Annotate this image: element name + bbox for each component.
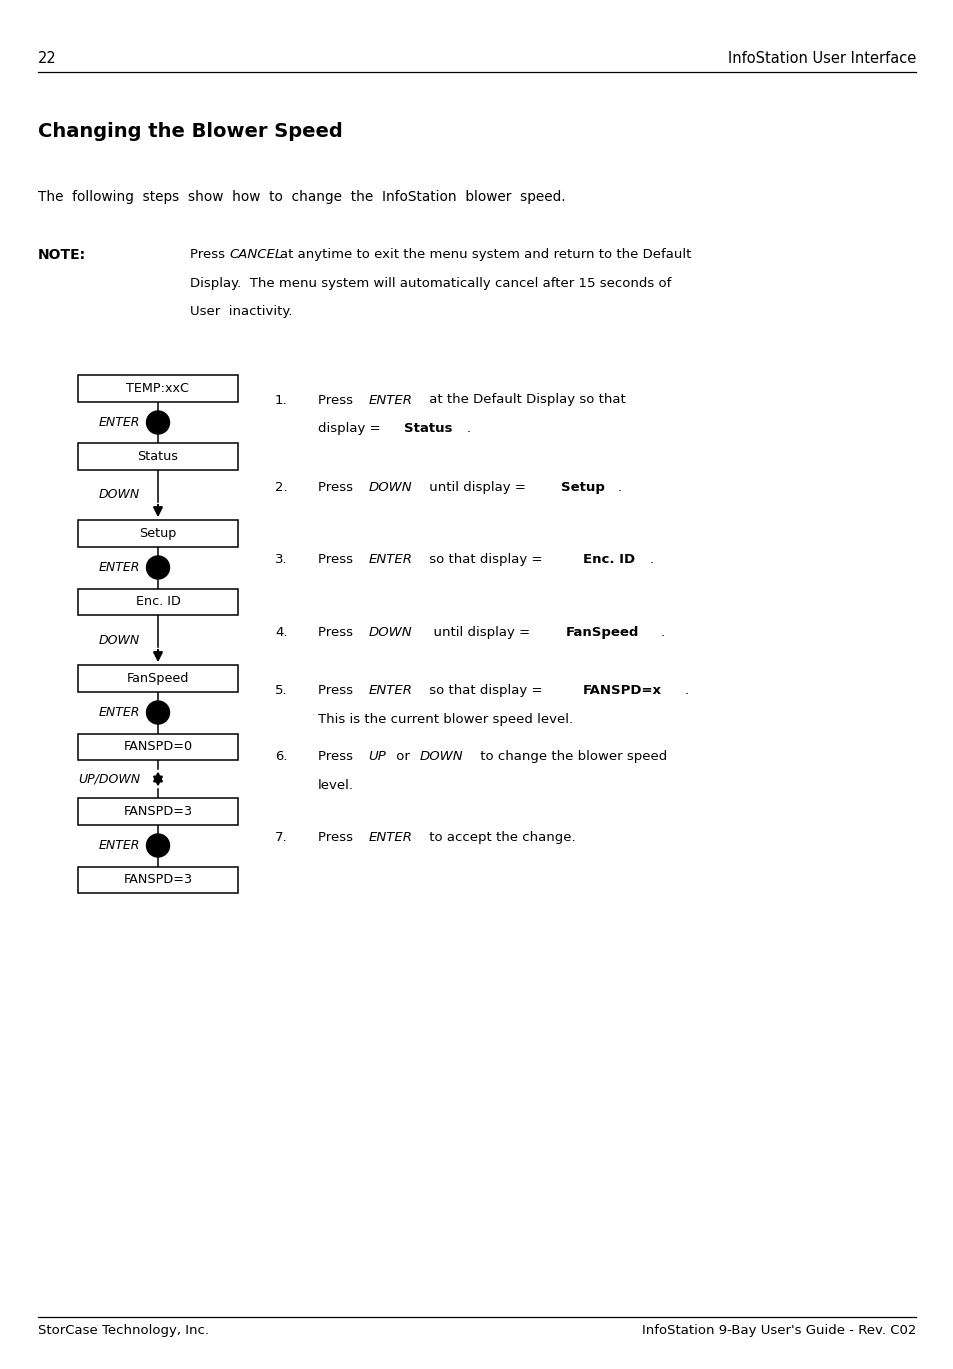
Text: 3.: 3. bbox=[274, 553, 287, 565]
Text: Press: Press bbox=[317, 553, 356, 565]
Text: FANSPD=3: FANSPD=3 bbox=[123, 805, 193, 817]
Text: ENTER: ENTER bbox=[368, 553, 413, 565]
Text: 2.: 2. bbox=[274, 481, 287, 493]
Text: so that display =: so that display = bbox=[425, 553, 547, 565]
Text: until display =: until display = bbox=[424, 626, 534, 638]
Text: FanSpeed: FanSpeed bbox=[127, 672, 189, 684]
Text: 22: 22 bbox=[38, 51, 56, 66]
Text: DOWN: DOWN bbox=[419, 750, 463, 763]
Text: to accept the change.: to accept the change. bbox=[425, 831, 576, 845]
Text: NOTE:: NOTE: bbox=[38, 248, 86, 261]
Text: display =: display = bbox=[317, 423, 384, 435]
Text: ENTER: ENTER bbox=[368, 393, 413, 407]
Text: Enc. ID: Enc. ID bbox=[135, 596, 180, 608]
Bar bbox=[78, 665, 237, 691]
Text: Press: Press bbox=[317, 393, 356, 407]
Text: CANCEL: CANCEL bbox=[230, 248, 282, 261]
Bar bbox=[78, 589, 237, 615]
Text: ENTER: ENTER bbox=[368, 831, 413, 845]
Text: InfoStation 9-Bay User's Guide - Rev. C02: InfoStation 9-Bay User's Guide - Rev. C0… bbox=[641, 1324, 915, 1338]
Text: Status: Status bbox=[404, 423, 453, 435]
Circle shape bbox=[147, 411, 170, 434]
Text: DOWN: DOWN bbox=[368, 626, 412, 638]
Text: FANSPD=x: FANSPD=x bbox=[582, 683, 660, 697]
Text: 1.: 1. bbox=[274, 393, 287, 407]
Text: at anytime to exit the menu system and return to the Default: at anytime to exit the menu system and r… bbox=[279, 248, 690, 261]
Text: DOWN: DOWN bbox=[368, 481, 412, 493]
Text: FANSPD=0: FANSPD=0 bbox=[123, 741, 193, 753]
Text: ENTER: ENTER bbox=[98, 416, 140, 428]
Text: Setup: Setup bbox=[560, 481, 604, 493]
Text: to change the blower speed: to change the blower speed bbox=[476, 750, 667, 763]
Text: UP: UP bbox=[368, 750, 386, 763]
Text: .: . bbox=[683, 683, 688, 697]
Text: ENTER: ENTER bbox=[98, 706, 140, 719]
Text: InfoStation User Interface: InfoStation User Interface bbox=[727, 51, 915, 66]
Text: User  inactivity.: User inactivity. bbox=[190, 305, 293, 318]
Bar bbox=[78, 520, 237, 546]
Text: Press: Press bbox=[317, 750, 356, 763]
Circle shape bbox=[147, 834, 170, 857]
Bar bbox=[78, 867, 237, 893]
Text: or: or bbox=[391, 750, 414, 763]
Text: .: . bbox=[649, 553, 653, 565]
Text: Press: Press bbox=[190, 248, 229, 261]
Bar bbox=[78, 375, 237, 401]
Text: FANSPD=3: FANSPD=3 bbox=[123, 873, 193, 886]
Text: Display.  The menu system will automatically cancel after 15 seconds of: Display. The menu system will automatica… bbox=[190, 277, 671, 289]
Text: Changing the Blower Speed: Changing the Blower Speed bbox=[38, 122, 342, 141]
Text: 5.: 5. bbox=[274, 683, 287, 697]
Bar bbox=[78, 798, 237, 824]
Text: 4.: 4. bbox=[274, 626, 287, 638]
Text: Press: Press bbox=[317, 831, 356, 845]
Bar bbox=[78, 734, 237, 760]
Text: ENTER: ENTER bbox=[98, 561, 140, 574]
Text: level.: level. bbox=[317, 779, 354, 793]
Circle shape bbox=[147, 701, 170, 724]
Bar bbox=[78, 444, 237, 470]
Text: .: . bbox=[660, 626, 664, 638]
Text: Enc. ID: Enc. ID bbox=[582, 553, 634, 565]
Text: StorCase Technology, Inc.: StorCase Technology, Inc. bbox=[38, 1324, 209, 1338]
Text: ENTER: ENTER bbox=[368, 683, 413, 697]
Text: 6.: 6. bbox=[274, 750, 287, 763]
Text: .: . bbox=[466, 423, 471, 435]
Text: Status: Status bbox=[137, 450, 178, 463]
Text: This is the current blower speed level.: This is the current blower speed level. bbox=[317, 712, 573, 726]
Text: The  following  steps  show  how  to  change  the  InfoStation  blower  speed.: The following steps show how to change t… bbox=[38, 190, 565, 204]
Text: TEMP:xxC: TEMP:xxC bbox=[127, 382, 190, 394]
Text: DOWN: DOWN bbox=[99, 489, 140, 501]
Text: FanSpeed: FanSpeed bbox=[565, 626, 639, 638]
Text: 7.: 7. bbox=[274, 831, 287, 845]
Text: at the Default Display so that: at the Default Display so that bbox=[425, 393, 625, 407]
Text: until display =: until display = bbox=[424, 481, 530, 493]
Text: Setup: Setup bbox=[139, 527, 176, 539]
Text: UP/DOWN: UP/DOWN bbox=[78, 772, 140, 786]
Text: so that display =: so that display = bbox=[425, 683, 547, 697]
Text: .: . bbox=[617, 481, 620, 493]
Text: Press: Press bbox=[317, 626, 356, 638]
Text: ENTER: ENTER bbox=[98, 839, 140, 852]
Text: DOWN: DOWN bbox=[99, 634, 140, 646]
Text: Press: Press bbox=[317, 481, 356, 493]
Circle shape bbox=[147, 556, 170, 579]
Text: Press: Press bbox=[317, 683, 356, 697]
